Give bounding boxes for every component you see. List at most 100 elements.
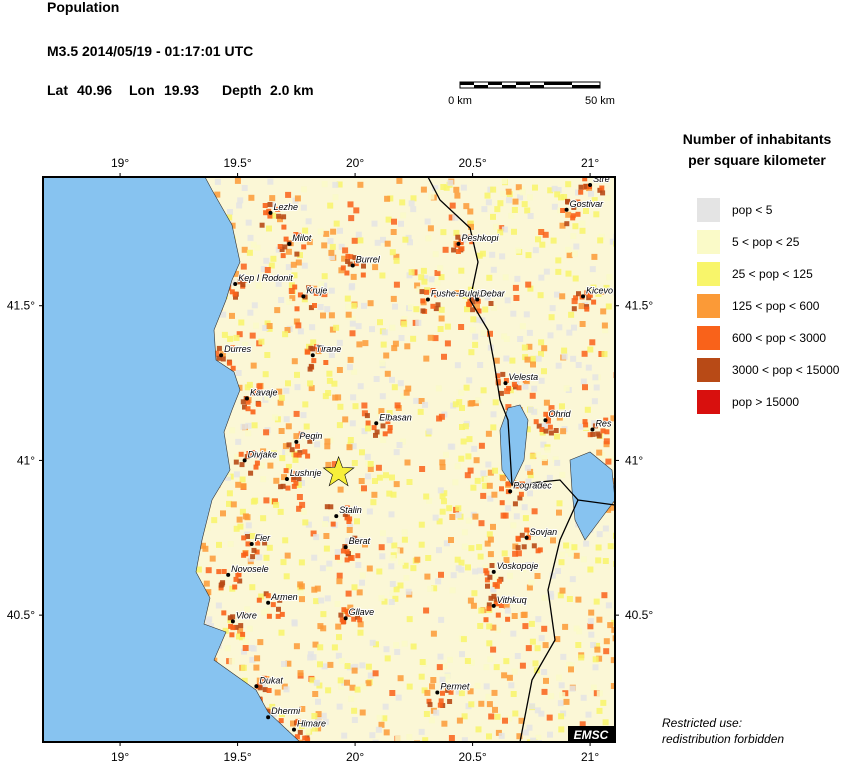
pop-cell: [478, 700, 485, 707]
pop-cell: [468, 349, 475, 356]
pop-cell: [467, 299, 473, 305]
pop-cell: [331, 461, 338, 468]
pop-cell: [524, 464, 531, 471]
pop-cell: [236, 633, 242, 640]
pop-cell: [297, 729, 303, 735]
pop-cell: [590, 684, 597, 691]
pop-cell: [233, 294, 238, 300]
pop-cell: [447, 179, 454, 186]
pop-cell: [202, 545, 209, 552]
pop-cell: [238, 623, 244, 629]
pop-cell: [478, 607, 485, 614]
pop-cell: [465, 453, 472, 460]
pop-cell: [410, 206, 417, 213]
pop-cell: [433, 306, 439, 312]
pop-cell: [242, 404, 247, 410]
pop-cell: [437, 326, 444, 332]
pop-cell: [490, 586, 497, 593]
pop-cell: [221, 331, 228, 338]
pop-cell: [395, 694, 402, 701]
pop-cell: [529, 453, 536, 460]
pop-cell: [306, 239, 313, 246]
pop-cell: [395, 735, 402, 742]
pop-cell: [348, 215, 355, 222]
pop-cell: [401, 640, 408, 647]
pop-cell: [538, 350, 544, 357]
pop-cell: [336, 634, 342, 641]
pop-cell: [522, 729, 529, 736]
pop-cell: [449, 202, 456, 209]
pop-cell: [247, 234, 254, 241]
pop-cell: [495, 612, 501, 618]
city-label: Berat: [349, 536, 371, 546]
pop-cell: [541, 345, 548, 352]
pop-cell: [344, 608, 350, 614]
pop-cell: [311, 586, 318, 593]
pop-cell: [418, 398, 425, 404]
pop-cell: [297, 581, 304, 588]
pop-cell: [251, 422, 258, 429]
pop-cell: [291, 272, 298, 279]
pop-cell: [490, 186, 497, 193]
pop-cell: [262, 325, 269, 331]
pop-cell: [496, 562, 503, 569]
pop-cell: [348, 555, 354, 561]
pop-cell: [422, 737, 429, 742]
pop-cell: [596, 690, 603, 697]
pop-cell: [317, 661, 323, 668]
pop-cell: [477, 553, 484, 560]
pop-cell: [606, 274, 613, 281]
pop-cell: [524, 207, 531, 214]
pop-cell: [454, 362, 461, 369]
pop-cell: [277, 216, 283, 223]
pop-cell: [312, 691, 319, 697]
pop-cell: [369, 326, 375, 333]
pop-cell: [341, 255, 348, 262]
pop-cell: [211, 517, 218, 524]
pop-cell: [320, 611, 327, 618]
pop-cell: [250, 498, 257, 505]
pop-cell: [519, 323, 526, 330]
pop-cell: [541, 594, 548, 601]
pop-cell: [597, 237, 604, 244]
pop-cell: [280, 559, 287, 566]
pop-cell: [413, 306, 420, 313]
pop-cell: [434, 292, 440, 298]
pop-cell: [558, 682, 565, 689]
pop-cell: [393, 548, 400, 555]
pop-cell: [551, 185, 558, 192]
pop-cell: [383, 646, 390, 653]
pop-cell: [236, 202, 243, 209]
pop-cell: [501, 178, 508, 185]
pop-cell: [299, 706, 306, 712]
pop-cell: [269, 703, 276, 710]
pop-cell: [280, 253, 286, 259]
pop-cell: [401, 529, 408, 536]
pop-cell: [573, 295, 579, 301]
pop-cell: [280, 483, 286, 489]
pop-cell: [334, 554, 340, 560]
pop-cell: [389, 376, 395, 383]
pop-cell: [393, 642, 400, 649]
pop-cell: [389, 555, 396, 561]
pop-cell: [471, 590, 478, 597]
pop-cell: [486, 606, 492, 612]
pop-cell: [501, 672, 508, 679]
pop-cell: [357, 181, 364, 188]
pop-cell: [360, 272, 366, 278]
pop-cell: [242, 645, 249, 651]
pop-cell: [559, 471, 566, 478]
pop-cell: [514, 275, 521, 282]
pop-cell: [452, 479, 459, 486]
pop-cell: [253, 322, 259, 329]
pop-cell: [260, 476, 267, 483]
pop-cell: [344, 515, 350, 521]
pop-cell: [607, 543, 614, 550]
pop-cell: [279, 455, 286, 462]
pop-cell: [297, 252, 303, 259]
logo-box: [568, 726, 615, 742]
pop-cell: [510, 630, 517, 637]
pop-cell: [531, 385, 538, 392]
pop-cell: [326, 370, 333, 377]
